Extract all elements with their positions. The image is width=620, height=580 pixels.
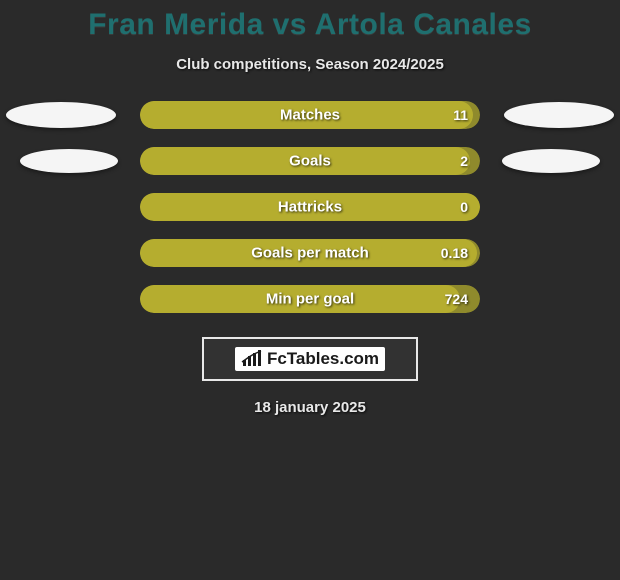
player-right-marker xyxy=(502,149,600,173)
stat-row-hattricks: Hattricks 0 xyxy=(0,193,620,221)
subtitle: Club competitions, Season 2024/2025 xyxy=(176,56,444,73)
stat-bar: Matches 11 xyxy=(140,101,480,129)
stat-bar: Min per goal 724 xyxy=(140,285,480,313)
stat-bar: Goals per match 0.18 xyxy=(140,239,480,267)
date-text: 18 january 2025 xyxy=(254,399,366,416)
bar-top xyxy=(140,285,460,313)
page-title: Fran Merida vs Artola Canales xyxy=(88,8,532,42)
bar-top xyxy=(140,193,480,221)
brand-text: FcTables.com xyxy=(267,349,379,369)
comparison-card: Fran Merida vs Artola Canales Club compe… xyxy=(0,0,620,416)
stat-row-min-per-goal: Min per goal 724 xyxy=(0,285,620,313)
stat-row-goals: Goals 2 xyxy=(0,147,620,175)
player-right-marker xyxy=(504,102,614,128)
player-left-marker xyxy=(20,149,118,173)
stat-bar: Goals 2 xyxy=(140,147,480,175)
bar-top xyxy=(140,239,477,267)
stat-bar: Hattricks 0 xyxy=(140,193,480,221)
brand-inner: FcTables.com xyxy=(235,347,385,371)
bar-chart-icon xyxy=(241,350,263,368)
brand-box[interactable]: FcTables.com xyxy=(202,337,418,381)
stat-row-goals-per-match: Goals per match 0.18 xyxy=(0,239,620,267)
stat-row-matches: Matches 11 xyxy=(0,101,620,129)
player-left-marker xyxy=(6,102,116,128)
bar-top xyxy=(140,147,470,175)
bar-top xyxy=(140,101,473,129)
stat-rows: Matches 11 Goals 2 Hattricks 0 xyxy=(0,101,620,313)
